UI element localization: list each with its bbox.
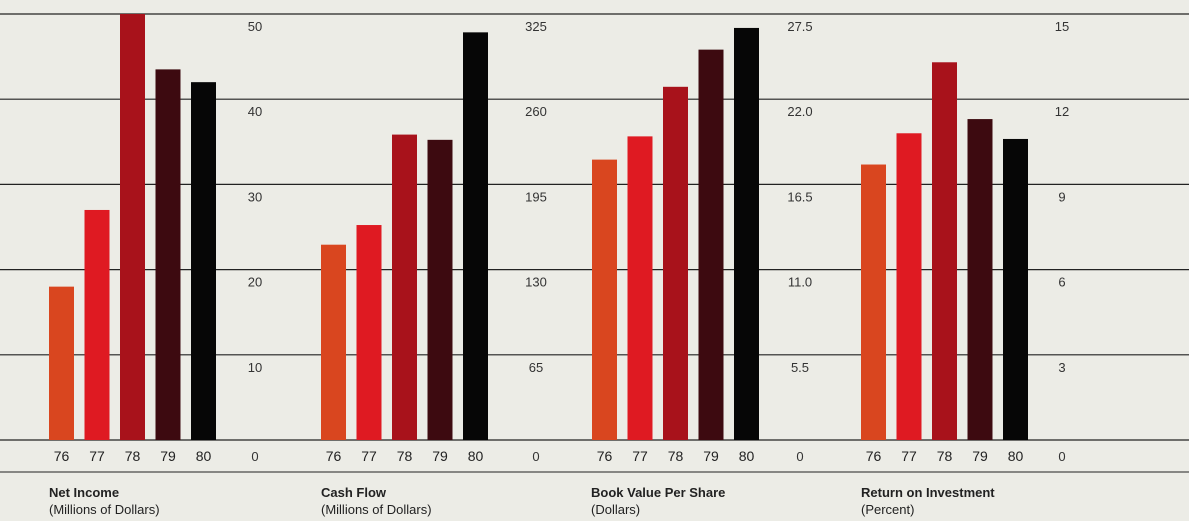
y-tick-label-return-on-investment: 3 <box>1058 360 1065 375</box>
chart-title-net-income: Net Income <box>49 485 120 500</box>
bar-return-on-investment-79 <box>967 119 993 440</box>
bar-book-value-80 <box>734 27 759 440</box>
category-label-net-income: 79 <box>160 448 176 464</box>
y-tick-label-net-income: 40 <box>248 104 262 119</box>
bar-net-income-76 <box>49 286 74 440</box>
y-tick-label-book-value: 5.5 <box>791 360 809 375</box>
category-label-net-income: 80 <box>196 448 212 464</box>
caption-return-on-investment: Return on Investment (Percent) <box>861 484 995 518</box>
chart-subtitle-cash-flow: (Millions of Dollars) <box>321 502 432 517</box>
chart-title-book-value: Book Value Per Share <box>591 485 726 500</box>
y-tick-label-book-value: 27.5 <box>787 19 812 34</box>
chart-title-return-on-investment: Return on Investment <box>861 485 995 500</box>
category-label-net-income: 77 <box>89 448 105 464</box>
y-tick-label-cash-flow: 325 <box>525 19 547 34</box>
bar-book-value-77 <box>627 136 653 441</box>
y-tick-label-book-value: 16.5 <box>787 189 812 204</box>
bar-net-income-78 <box>120 14 145 440</box>
y-tick-label-net-income: 10 <box>248 360 262 375</box>
caption-cash-flow: Cash Flow (Millions of Dollars) <box>321 484 432 518</box>
y-tick-label-cash-flow: 195 <box>525 189 547 204</box>
chart-subtitle-book-value: (Dollars) <box>591 502 641 517</box>
category-label-net-income: 78 <box>125 448 141 464</box>
bar-return-on-investment-77 <box>896 133 922 440</box>
category-label-cash-flow: 80 <box>468 448 484 464</box>
y-tick-label-cash-flow: 130 <box>525 275 547 290</box>
y-tick-label-return-on-investment: 12 <box>1055 104 1069 119</box>
category-label-book-value: 79 <box>703 448 719 464</box>
caption-book-value: Book Value Per Share (Dollars) <box>591 484 725 518</box>
bar-cash-flow-79 <box>427 139 453 440</box>
bar-cash-flow-80 <box>463 32 488 440</box>
y-tick-label-cash-flow: 260 <box>525 104 547 119</box>
y-tick-label-book-value: 11.0 <box>788 275 812 290</box>
bar-net-income-77 <box>84 209 110 440</box>
bar-book-value-78 <box>663 86 688 440</box>
y-tick-label-return-on-investment: 15 <box>1055 19 1069 34</box>
category-label-cash-flow: 76 <box>326 448 342 464</box>
category-label-book-value: 80 <box>739 448 755 464</box>
y-tick-label-return-on-investment: 6 <box>1058 275 1065 290</box>
y-tick-label-book-value: 0 <box>796 449 803 464</box>
bar-net-income-79 <box>155 69 181 440</box>
category-label-return-on-investment: 78 <box>937 448 953 464</box>
bar-cash-flow-78 <box>392 134 417 441</box>
category-label-net-income: 76 <box>54 448 70 464</box>
y-tick-label-cash-flow: 65 <box>529 360 543 375</box>
category-label-book-value: 76 <box>597 448 613 464</box>
category-label-cash-flow: 78 <box>397 448 413 464</box>
bar-return-on-investment-80 <box>1003 138 1028 440</box>
y-tick-label-net-income: 30 <box>248 189 262 204</box>
chart-subtitle-net-income: (Millions of Dollars) <box>49 502 160 517</box>
y-tick-label-net-income: 50 <box>248 19 262 34</box>
category-label-return-on-investment: 79 <box>972 448 988 464</box>
bar-return-on-investment-78 <box>932 62 957 440</box>
category-label-cash-flow: 79 <box>432 448 448 464</box>
bar-book-value-76 <box>592 159 617 440</box>
y-tick-label-return-on-investment: 9 <box>1058 189 1065 204</box>
chart-subtitle-return-on-investment: (Percent) <box>861 502 915 517</box>
y-tick-label-cash-flow: 0 <box>532 449 539 464</box>
category-label-book-value: 77 <box>632 448 648 464</box>
category-label-return-on-investment: 80 <box>1008 448 1024 464</box>
category-label-cash-flow: 77 <box>361 448 377 464</box>
y-tick-label-net-income: 0 <box>251 449 258 464</box>
bar-cash-flow-77 <box>356 225 382 440</box>
caption-net-income: Net Income (Millions of Dollars) <box>49 484 160 518</box>
chart-title-cash-flow: Cash Flow <box>321 485 387 500</box>
category-label-return-on-investment: 76 <box>866 448 882 464</box>
bar-net-income-80 <box>191 82 216 440</box>
category-label-return-on-investment: 77 <box>901 448 917 464</box>
bar-book-value-79 <box>698 49 724 440</box>
y-tick-label-return-on-investment: 0 <box>1058 449 1065 464</box>
bar-return-on-investment-76 <box>861 164 886 440</box>
y-tick-label-book-value: 22.0 <box>787 104 812 119</box>
y-tick-label-net-income: 20 <box>248 275 262 290</box>
category-label-book-value: 78 <box>668 448 684 464</box>
bar-cash-flow-76 <box>321 244 346 440</box>
